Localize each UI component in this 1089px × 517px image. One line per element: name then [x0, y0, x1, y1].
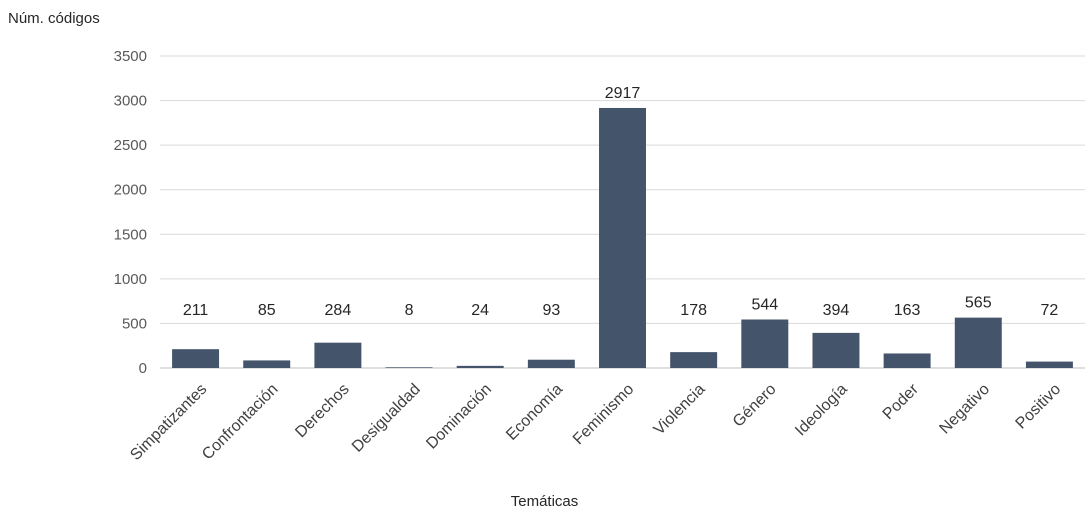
data-label: 544	[751, 297, 778, 314]
bar	[172, 349, 220, 368]
x-tick-label: Poder	[880, 380, 923, 423]
data-label: 163	[894, 302, 921, 319]
x-tick-label: Feminismo	[570, 381, 637, 448]
data-label: 24	[471, 302, 489, 319]
data-label: 178	[680, 302, 707, 319]
data-label: 93	[542, 302, 560, 319]
data-label: 72	[1041, 302, 1059, 319]
x-tick-label: Violencia	[651, 381, 709, 439]
bar	[812, 332, 860, 368]
bars	[172, 107, 1073, 369]
data-label: 565	[965, 295, 992, 312]
y-tick-label: 0	[139, 360, 147, 377]
x-tick-label: Ideología	[792, 381, 851, 440]
y-tick-label: 2000	[114, 182, 147, 199]
y-tick-label: 1000	[114, 271, 147, 288]
bar	[670, 352, 718, 368]
data-label: 8	[405, 302, 414, 319]
x-tick-label: Género	[730, 381, 780, 431]
x-axis-title: Temáticas	[510, 493, 579, 510]
x-tick-label: Derechos	[292, 381, 352, 441]
x-tick-label: Confrontación	[199, 381, 281, 463]
bar	[456, 365, 504, 368]
data-labels: 211 85 284 8 24 93 2917 178 544 394 163 565 72	[183, 85, 1059, 319]
x-tick-label: Positivo	[1013, 381, 1065, 433]
y-tick-label: 500	[122, 315, 147, 332]
y-tick-label: 3000	[114, 93, 147, 110]
bar	[741, 319, 789, 368]
bar	[599, 107, 646, 369]
bar	[385, 367, 433, 368]
bar	[883, 353, 931, 368]
data-label: 211	[183, 302, 209, 319]
y-axis-title: Núm. códigos	[8, 10, 100, 27]
data-label: 2917	[605, 85, 641, 102]
y-axis-ticks: 0 500 1000 1500 2000 2500 3000 3500	[114, 48, 147, 377]
x-tick-label: Economía	[503, 381, 566, 444]
data-label: 85	[258, 302, 276, 319]
bar	[314, 342, 362, 368]
data-label: 394	[823, 302, 850, 319]
x-tick-label: Dominación	[423, 381, 495, 453]
bar	[527, 359, 575, 368]
x-tick-label: Desigualdad	[349, 381, 424, 456]
x-tick-label: Negativo	[936, 381, 993, 438]
y-tick-label: 1500	[114, 226, 147, 243]
bar	[954, 317, 1002, 368]
bar	[1025, 361, 1073, 368]
data-label: 284	[325, 302, 352, 319]
y-tick-label: 3500	[114, 48, 147, 65]
bar	[243, 360, 291, 368]
y-tick-label: 2500	[114, 137, 147, 154]
